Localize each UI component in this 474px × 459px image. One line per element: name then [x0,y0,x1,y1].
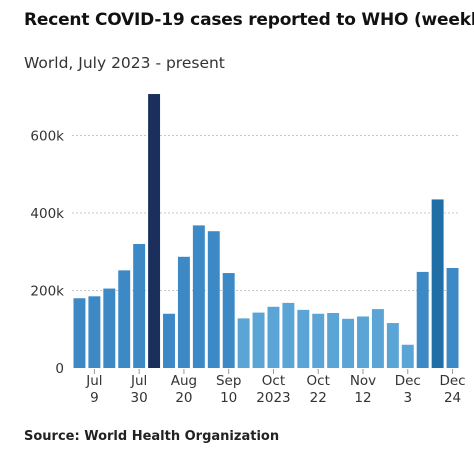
x-tick-label-day: 20 [175,390,192,406]
bar[interactable] [371,309,384,368]
x-tick-label-day: 3 [403,390,412,406]
x-tick-label-month: Dec [395,373,421,389]
x-tick-label-day: 10 [220,390,237,406]
bar[interactable] [237,318,250,368]
x-tick-label-month: Jul [130,373,147,389]
x-tick-label-month: Aug [171,373,197,389]
x-tick-label-day: 24 [444,390,461,406]
bar[interactable] [416,271,429,368]
bar[interactable] [342,318,355,368]
y-tick-label: 400k [30,206,64,222]
bar[interactable] [386,323,399,368]
bar[interactable] [431,199,444,368]
x-tick-label-month: Sep [216,373,241,389]
bar[interactable] [177,256,190,368]
x-tick-label-month: Jul [85,373,102,389]
bar[interactable] [118,270,131,368]
x-tick-label-month: Dec [439,373,465,389]
bar[interactable] [297,309,310,369]
chart-title: Recent COVID-19 cases reported to WHO (w… [24,10,474,30]
x-tick-label-day: 30 [131,390,148,406]
bar[interactable] [401,344,414,368]
bar[interactable] [103,288,116,368]
bar[interactable] [312,313,325,368]
x-axis-labels: Jul9Jul30Aug20Sep10Oct2023Oct22Nov12Dec3… [85,369,466,406]
bar[interactable] [133,244,146,368]
bar[interactable] [446,268,459,368]
x-tick-label-month: Nov [350,373,376,389]
bar[interactable] [73,298,86,368]
y-axis-labels: 0 200k 400k 600k [30,129,64,378]
bar[interactable] [327,312,340,368]
x-tick-label-month: Oct [307,373,330,389]
bar[interactable] [222,273,235,368]
x-tick-label-month: Oct [262,373,285,389]
gridlines [72,135,460,291]
bar[interactable] [252,312,265,368]
y-tick-label: 600k [30,129,64,145]
x-tick-label-day: 9 [90,390,99,406]
bar[interactable] [163,313,175,368]
bar[interactable] [207,231,220,368]
x-tick-label-day: 2023 [256,390,290,406]
bar[interactable] [267,306,280,368]
bar[interactable] [192,225,205,368]
y-tick-label: 200k [30,284,64,300]
bar[interactable] [357,316,369,368]
y-tick-label: 0 [55,361,64,377]
chart-subtitle: World, July 2023 - present [24,54,225,72]
bars [73,94,459,369]
bar[interactable] [148,94,161,368]
x-tick-label-day: 12 [354,390,371,406]
bar[interactable] [282,302,295,368]
source-note: Source: World Health Organization [24,429,280,444]
x-tick-label-day: 22 [310,390,327,406]
bar[interactable] [88,296,101,368]
